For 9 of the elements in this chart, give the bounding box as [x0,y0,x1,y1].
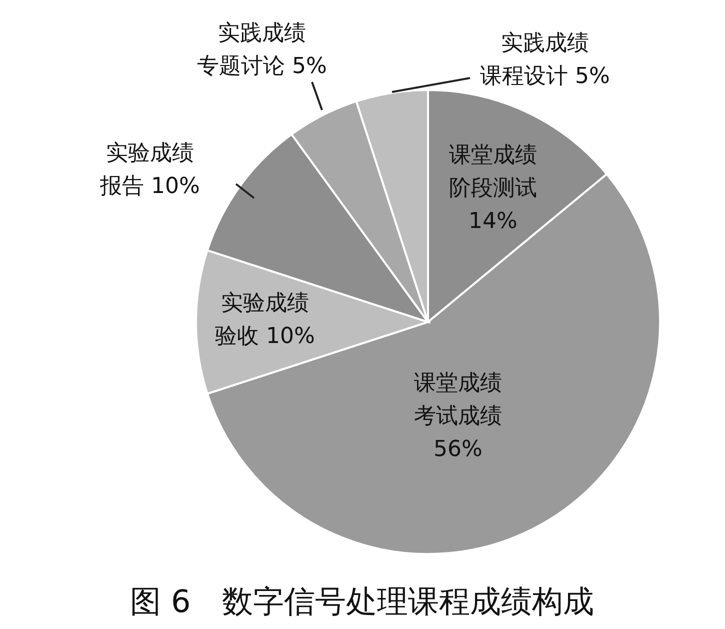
data-label: 14% [468,209,518,234]
slice-label: 实验成绩报告 10% [99,141,200,199]
text: 图 6 数字信号处理课程成绩构成 [130,584,594,620]
slice-label: 课堂成绩考试成绩 [414,371,502,429]
data-label: 56% [434,437,482,462]
slice-label: 实践成绩课程设计 5% [480,31,610,89]
slice-label: 实践成绩专题讨论 5% [197,21,327,79]
slice-label: 课堂成绩阶段测试 [449,143,537,201]
slice-label: 实验成绩验收 10% [215,291,315,349]
